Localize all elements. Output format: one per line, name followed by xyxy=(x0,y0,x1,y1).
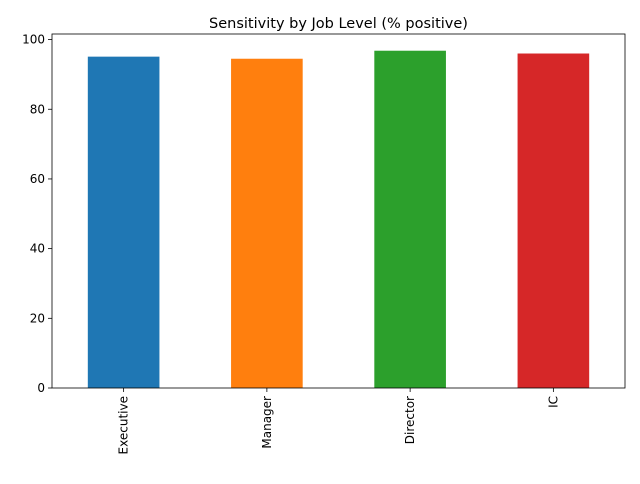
bar-group xyxy=(87,50,590,388)
y-tick-label: 100 xyxy=(22,33,45,47)
y-tick-label: 80 xyxy=(30,102,45,116)
plot-frame xyxy=(51,33,626,389)
axes-frame xyxy=(51,33,626,389)
x-tick-label: Manager xyxy=(260,396,274,449)
y-tick-label: 20 xyxy=(30,311,45,325)
x-axis: Executive Manager Director IC xyxy=(117,388,560,454)
x-tick-label: Director xyxy=(403,396,417,444)
y-tick-label: 60 xyxy=(30,172,45,186)
y-tick-label: 40 xyxy=(30,242,45,256)
bar-ic xyxy=(517,53,590,388)
x-tick-label: IC xyxy=(546,396,560,408)
y-tick-label: 0 xyxy=(37,381,45,395)
bar-executive xyxy=(87,56,160,388)
chart-title: Sensitivity by Job Level (% positive) xyxy=(209,16,468,32)
bar-manager xyxy=(231,58,303,388)
x-tick-label: Executive xyxy=(117,396,131,454)
bar-director xyxy=(374,50,446,388)
y-axis: 0 20 40 60 80 100 xyxy=(22,33,52,395)
